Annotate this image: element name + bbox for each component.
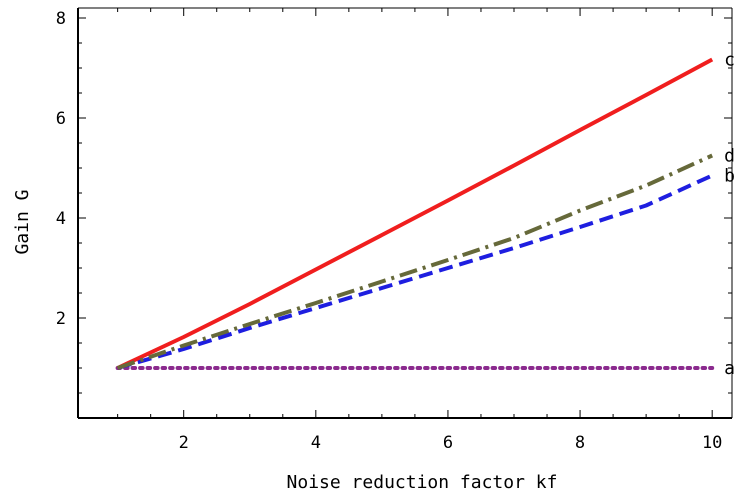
y-tick-label: 6 — [56, 109, 66, 129]
y-tick-label: 2 — [56, 309, 66, 329]
series-label-d: d — [724, 146, 735, 167]
x-tick-label: 4 — [311, 433, 321, 453]
series-label-b: b — [724, 166, 735, 187]
x-axis-label: Noise reduction factor kf — [287, 472, 558, 493]
x-tick-label: 6 — [443, 433, 453, 453]
axes: 2 4 6 8 10 2 4 6 8 — [56, 7, 733, 453]
series-group — [115, 57, 715, 370]
series-line-c — [116, 57, 714, 370]
x-tick-label: 2 — [179, 433, 189, 453]
series-label-a: a — [724, 358, 735, 379]
series-label-c: c — [724, 50, 735, 71]
x-tick-label: 8 — [575, 433, 585, 453]
y-tick-label: 8 — [56, 9, 66, 29]
y-axis-label: Gain G — [12, 189, 33, 254]
series-line-d — [116, 153, 714, 370]
x-tick-label: 10 — [702, 433, 722, 453]
y-tick-label: 4 — [56, 209, 66, 229]
series-labels: a b c d — [724, 50, 735, 380]
